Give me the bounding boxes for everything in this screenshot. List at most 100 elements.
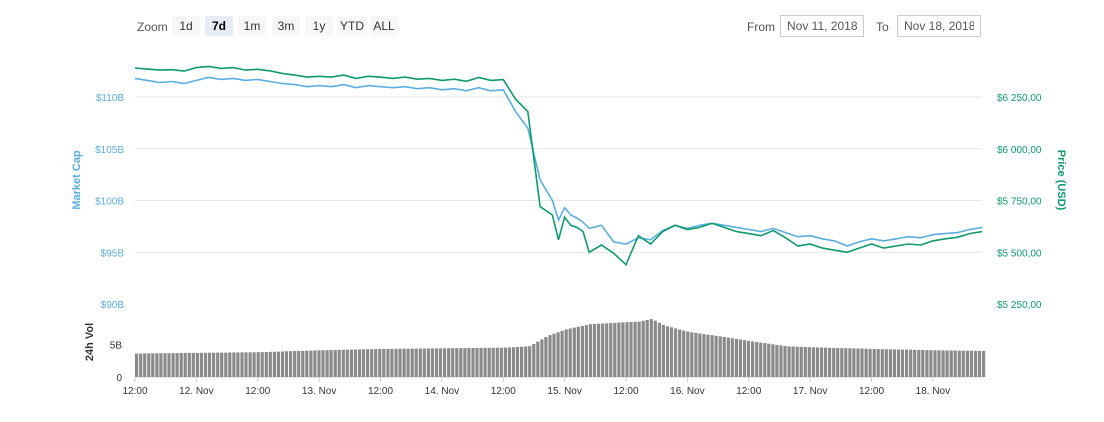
x-tick-label: 12:00	[368, 386, 393, 397]
x-tick-label: 14. Nov	[425, 386, 459, 397]
volume-bar	[937, 350, 941, 377]
market-cap-tick-label: $90B	[101, 300, 125, 311]
volume-bar	[524, 346, 528, 377]
volume-bar	[710, 335, 714, 377]
volume-bar	[601, 323, 605, 377]
volume-bar	[515, 347, 520, 377]
volume-tick-label: 0	[116, 373, 122, 384]
volume-bar	[973, 350, 978, 377]
chart-toolbar: Zoom 1d 7d 1m 3m 1y YTD ALL From To	[0, 0, 1104, 48]
volume-bar	[726, 337, 730, 377]
zoom-1m-button[interactable]: 1m	[238, 16, 266, 36]
volume-bar	[426, 348, 430, 377]
volume-bar	[913, 349, 917, 377]
volume-bar	[155, 353, 159, 377]
volume-bar	[528, 346, 532, 377]
zoom-3m-button[interactable]: 3m	[272, 16, 300, 36]
zoom-1d-button[interactable]: 1d	[172, 16, 200, 36]
zoom-1y-button[interactable]: 1y	[305, 16, 333, 36]
volume-bar	[909, 349, 913, 377]
volume-bar	[325, 350, 329, 377]
zoom-7d-button[interactable]: 7d	[205, 16, 233, 36]
volume-bar	[868, 348, 872, 377]
volume-bar	[203, 352, 208, 377]
volume-bar	[892, 349, 896, 377]
volume-bar	[455, 348, 459, 377]
volume-bar	[896, 349, 901, 377]
volume-bar	[641, 320, 645, 377]
volume-bar	[888, 349, 892, 377]
volume-bar	[576, 326, 580, 377]
series-lines	[134, 65, 983, 267]
volume-bar	[929, 350, 933, 377]
volume-bar	[957, 350, 961, 377]
volume-bar	[945, 350, 949, 377]
volume-bar	[572, 327, 576, 377]
volume-bar	[588, 324, 593, 377]
zoom-all-button[interactable]: ALL	[370, 16, 398, 36]
from-date-input[interactable]	[780, 15, 864, 37]
volume-bar	[597, 323, 601, 377]
price-tick-label: $5 500,00	[997, 248, 1042, 259]
volume-bar	[353, 349, 357, 377]
volume-bar	[637, 321, 641, 377]
volume-bar	[361, 349, 366, 377]
volume-bar	[434, 348, 439, 377]
volume-bar	[507, 347, 511, 377]
x-tick-label: 15. Nov	[547, 386, 581, 397]
volume-bar	[357, 349, 362, 377]
volume-bar	[953, 350, 957, 377]
price-tick-label: $6 000,00	[997, 145, 1042, 156]
volume-bar	[418, 348, 422, 377]
market-cap-axis-ticks: $110B $105B $100B $95B $90B	[95, 93, 124, 311]
volume-bar	[763, 343, 767, 377]
volume-bar	[382, 348, 386, 377]
volume-bar	[669, 327, 674, 377]
volume-bar	[143, 353, 147, 377]
volume-bar	[564, 329, 568, 377]
volume-bar	[280, 351, 285, 377]
volume-bar	[783, 346, 787, 377]
volume-bar	[333, 349, 337, 377]
volume-bar	[795, 346, 799, 377]
x-tick-label: 12:00	[613, 386, 638, 397]
volume-bar	[422, 348, 426, 377]
zoom-label: Zoom	[137, 20, 168, 34]
volume-bar	[674, 328, 678, 377]
volume-bar	[698, 333, 702, 377]
price-tick-label: $5 750,00	[997, 197, 1042, 208]
volume-bars	[135, 319, 986, 378]
volume-bar	[718, 336, 722, 377]
volume-bar	[568, 328, 572, 377]
volume-bar	[977, 350, 982, 377]
volume-bar	[297, 350, 301, 377]
volume-bar	[321, 350, 325, 377]
volume-bar	[686, 331, 690, 377]
volume-bar	[633, 321, 637, 377]
volume-bar	[811, 347, 815, 377]
volume-bar	[252, 352, 256, 377]
volume-bar	[653, 320, 657, 377]
volume-bar	[755, 342, 759, 377]
x-tick-label: 12:00	[736, 386, 761, 397]
from-label: From	[747, 20, 775, 34]
volume-bar	[244, 352, 248, 377]
volume-bar	[609, 323, 613, 377]
volume-bar	[159, 353, 163, 377]
volume-bar	[807, 347, 811, 377]
volume-bar	[341, 349, 345, 377]
volume-bar	[880, 349, 884, 377]
volume-bar	[657, 322, 661, 377]
volume-bar	[187, 352, 191, 377]
volume-bar	[163, 353, 167, 377]
zoom-ytd-button[interactable]: YTD	[337, 16, 367, 36]
volume-bar	[905, 349, 909, 377]
volume-bar	[207, 352, 212, 377]
volume-bar	[532, 343, 536, 377]
volume-bar	[406, 348, 410, 377]
volume-bar	[682, 330, 686, 377]
volume-bar	[520, 346, 524, 377]
to-date-input[interactable]	[897, 15, 981, 37]
volume-bar	[933, 350, 937, 377]
